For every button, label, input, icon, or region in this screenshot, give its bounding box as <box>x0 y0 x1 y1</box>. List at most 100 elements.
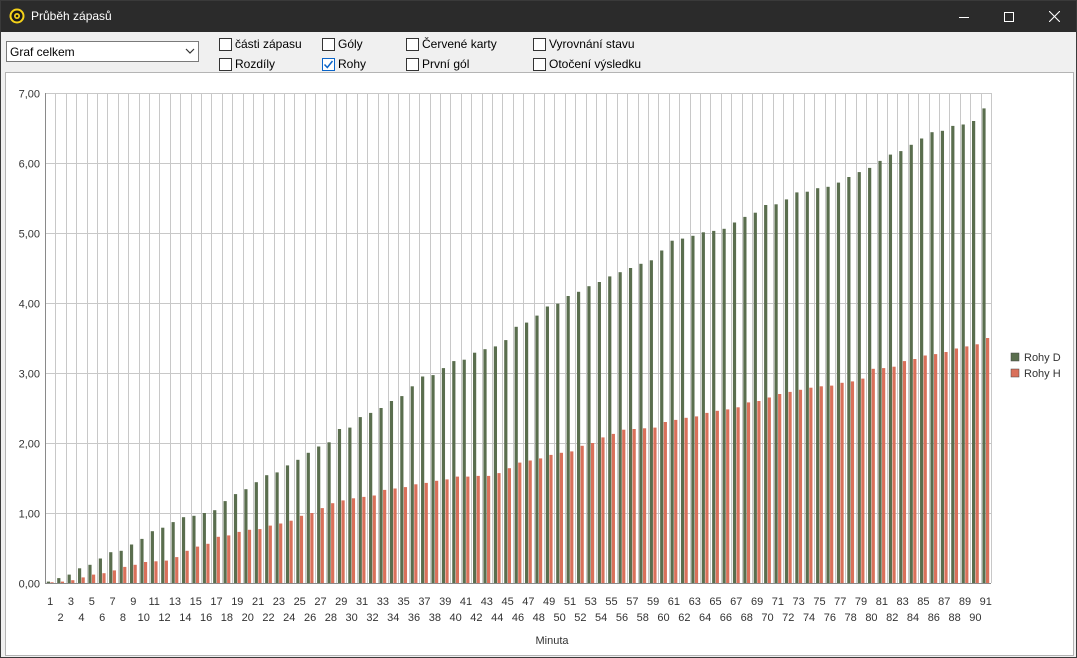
minimize-button[interactable] <box>941 1 987 32</box>
corners-chart: 0,001,002,003,004,005,006,007,0012345678… <box>19 89 1061 648</box>
x-tick-label: 68 <box>741 612 753 624</box>
checkbox-box[interactable] <box>322 57 335 71</box>
bar-rohy-d <box>57 578 61 583</box>
bar-rohy-h <box>736 407 740 583</box>
bar-rohy-d <box>836 182 841 583</box>
bar-rohy-d <box>504 340 508 583</box>
bar-rohy-h <box>362 496 366 583</box>
x-tick-label: 56 <box>616 612 628 624</box>
bar-rohy-h <box>50 582 54 583</box>
bar-rohy-h <box>424 482 428 583</box>
x-tick-label: 9 <box>130 596 136 608</box>
x-tick-label: 82 <box>886 612 898 624</box>
x-tick-label: 42 <box>470 612 482 624</box>
checkbox-label: Rohy <box>338 57 367 71</box>
bar-rohy-h <box>154 561 158 583</box>
chart-type-dropdown[interactable]: Graf celkem <box>6 41 199 62</box>
x-tick-label: 39 <box>439 596 451 608</box>
x-tick-label: 91 <box>980 596 992 608</box>
checkbox-otoceni-vysledku[interactable]: Otočení výsledku <box>533 56 641 72</box>
x-tick-label: 85 <box>917 596 929 608</box>
bar-rohy-h <box>133 564 137 583</box>
chevron-down-icon <box>185 48 195 54</box>
bar-rohy-d <box>306 452 310 583</box>
bar-rohy-d <box>961 124 965 583</box>
bar-rohy-h <box>538 458 543 583</box>
bar-rohy-h <box>642 428 647 583</box>
x-tick-label: 58 <box>637 612 649 624</box>
bar-rohy-d <box>930 132 934 583</box>
bar-rohy-h <box>882 368 886 583</box>
x-tick-label: 1 <box>47 596 53 608</box>
bar-rohy-h <box>237 531 241 583</box>
bar-rohy-d <box>764 205 768 583</box>
bar-rohy-d <box>473 352 477 583</box>
checkbox-vyrovnani-stavu[interactable]: Vyrovnání stavu <box>533 36 635 52</box>
bar-rohy-d <box>462 359 466 583</box>
bar-rohy-d <box>181 517 186 583</box>
x-tick-label: 51 <box>564 596 576 608</box>
bar-rohy-h <box>601 437 605 583</box>
bar-rohy-h <box>798 389 803 583</box>
y-tick-label: 3,00 <box>19 369 40 381</box>
checkbox-box[interactable] <box>219 37 232 51</box>
bar-rohy-h <box>102 573 106 583</box>
checkbox-goly[interactable]: Góly <box>322 36 363 52</box>
x-tick-label: 72 <box>782 612 794 624</box>
x-tick-label: 4 <box>78 612 84 624</box>
legend-label: Rohy H <box>1024 368 1061 380</box>
bar-rohy-d <box>337 429 342 583</box>
bar-rohy-d <box>493 346 498 583</box>
bar-rohy-h <box>372 495 376 583</box>
x-tick-label: 87 <box>938 596 950 608</box>
x-tick-label: 7 <box>110 596 116 608</box>
bar-rohy-h <box>788 391 792 583</box>
checkbox-prvni-gol[interactable]: První gól <box>406 56 469 72</box>
bar-rohy-d <box>784 199 789 583</box>
x-tick-label: 76 <box>824 612 836 624</box>
checkbox-cervene-karty[interactable]: Červené karty <box>406 36 497 52</box>
title-bar[interactable]: Průběh zápasů <box>1 1 1076 32</box>
x-tick-label: 50 <box>553 612 565 624</box>
checkbox-box[interactable] <box>322 37 335 51</box>
checkbox-box[interactable] <box>219 57 232 71</box>
x-tick-label: 14 <box>179 612 191 624</box>
bar-rohy-d <box>982 108 986 584</box>
bar-rohy-h <box>247 529 252 583</box>
checkbox-rohy[interactable]: Rohy <box>322 56 366 72</box>
x-tick-label: 37 <box>418 596 430 608</box>
x-tick-label: 17 <box>210 596 222 608</box>
bar-rohy-h <box>268 525 272 583</box>
maximize-button[interactable] <box>986 1 1032 32</box>
x-tick-label: 71 <box>772 596 784 608</box>
x-tick-label: 61 <box>668 596 680 608</box>
checkbox-box[interactable] <box>533 37 546 51</box>
bar-rohy-d <box>410 386 414 583</box>
bar-rohy-d <box>77 568 82 583</box>
checkbox-box[interactable] <box>533 57 546 71</box>
checkbox-box[interactable] <box>406 57 419 71</box>
checkbox-casti-zapasu[interactable]: části zápasu <box>219 36 302 52</box>
x-tick-label: 27 <box>314 596 326 608</box>
bar-rohy-h <box>91 574 96 583</box>
checkbox-rozdily[interactable]: Rozdíly <box>219 56 275 72</box>
checkbox-label: Góly <box>338 37 363 51</box>
x-tick-label: 32 <box>366 612 378 624</box>
x-tick-label: 57 <box>626 596 638 608</box>
x-tick-label: 29 <box>335 596 347 608</box>
bar-rohy-h <box>435 480 439 583</box>
checkbox-box[interactable] <box>406 37 419 51</box>
bar-rohy-d <box>358 417 362 583</box>
bar-rohy-h <box>726 409 730 583</box>
bar-rohy-h <box>746 402 751 583</box>
bar-rohy-h <box>81 577 85 583</box>
close-button[interactable] <box>1031 1 1077 32</box>
bar-rohy-h <box>206 543 210 583</box>
bar-rohy-h <box>216 536 220 583</box>
x-tick-label: 21 <box>252 596 264 608</box>
bar-rohy-h <box>528 460 532 583</box>
x-tick-label: 19 <box>231 596 243 608</box>
bar-rohy-h <box>71 580 75 583</box>
x-tick-label: 69 <box>751 596 763 608</box>
bar-rohy-h <box>965 346 969 583</box>
